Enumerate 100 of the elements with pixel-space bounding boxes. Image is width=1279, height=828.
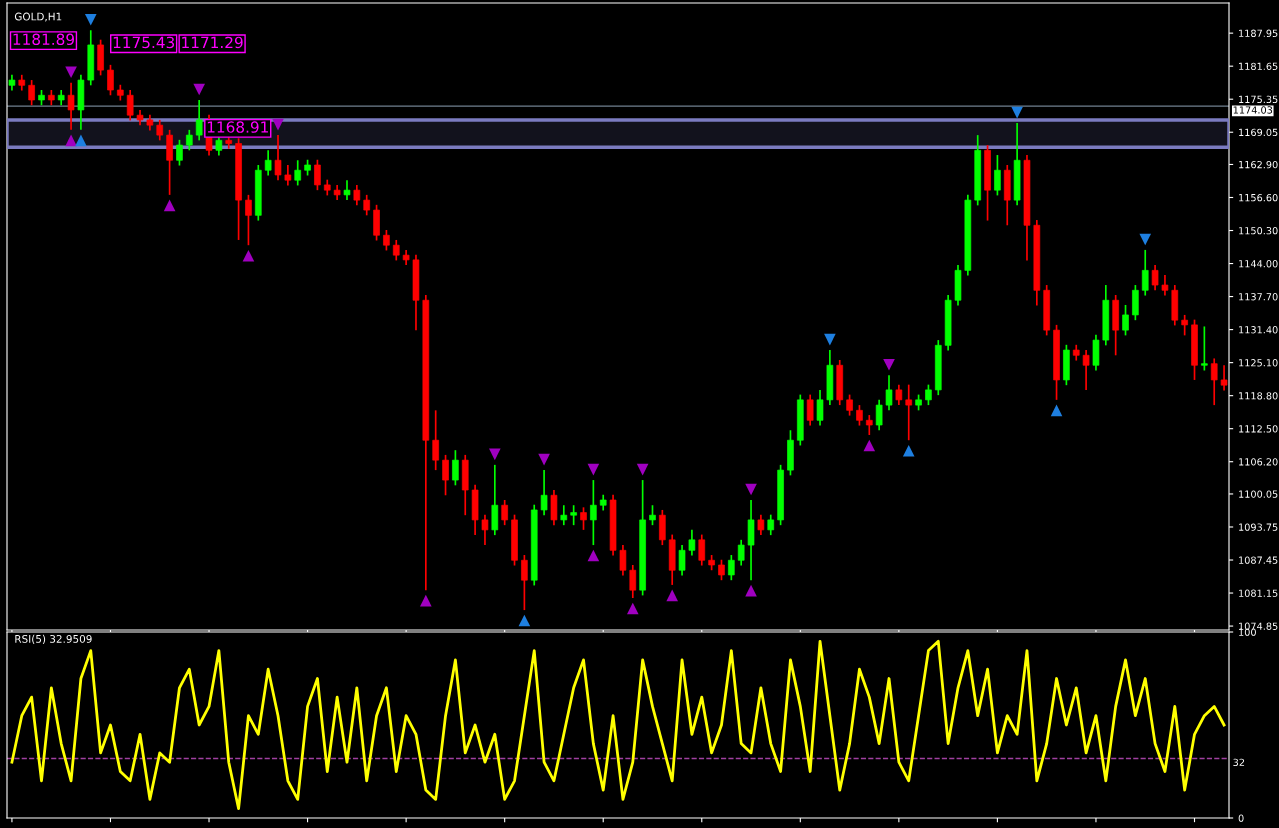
point bbox=[65, 134, 77, 147]
y-tick-label: 1156.60 bbox=[1239, 193, 1278, 202]
y-tick-label: 1131.40 bbox=[1239, 326, 1278, 334]
candlestick bbox=[590, 479, 597, 546]
candlestick bbox=[186, 129, 193, 152]
candlestick bbox=[67, 81, 75, 131]
y-tick-label: 1150.30 bbox=[1239, 227, 1278, 235]
candlestick bbox=[737, 538, 745, 567]
annotation: 1168.91 bbox=[207, 121, 268, 133]
candlestick bbox=[905, 383, 913, 442]
candlestick bbox=[698, 533, 706, 567]
candlestick bbox=[481, 513, 489, 546]
candlestick bbox=[1201, 325, 1208, 372]
point bbox=[824, 333, 836, 346]
candlestick bbox=[156, 119, 164, 142]
candlestick bbox=[452, 449, 459, 487]
y-tick-label: 1181.65 bbox=[1239, 62, 1278, 70]
ref-line-label: 1174.03 bbox=[1233, 106, 1273, 114]
point bbox=[489, 448, 501, 461]
y-tick-label: 1125.10 bbox=[1239, 359, 1278, 367]
y-tick-label: 1118.80 bbox=[1239, 392, 1278, 400]
y-tick-label: 1187.95 bbox=[1239, 29, 1278, 37]
point bbox=[883, 358, 895, 371]
y-tick-label: 100 bbox=[1239, 628, 1256, 636]
point bbox=[636, 463, 649, 476]
y-tick-label: 1112.50 bbox=[1239, 425, 1278, 433]
candlestick bbox=[107, 64, 114, 97]
chart-title: RSI(5) 32.9509 bbox=[15, 634, 92, 645]
y-tick-label: 1144.00 bbox=[1239, 260, 1278, 268]
candlestick bbox=[521, 554, 528, 611]
y-tick-label: 1137.70 bbox=[1239, 293, 1278, 301]
candlestick bbox=[1082, 349, 1090, 391]
annotation: 1175.43 bbox=[113, 36, 175, 49]
candlestick bbox=[895, 383, 903, 406]
candlestick bbox=[432, 409, 439, 471]
point bbox=[1139, 233, 1152, 246]
candlestick bbox=[28, 79, 35, 107]
annotation: 1181.89 bbox=[13, 33, 74, 46]
y-tick-label: 1087.45 bbox=[1239, 556, 1278, 564]
point bbox=[84, 13, 97, 26]
candlestick bbox=[294, 159, 302, 187]
point bbox=[163, 199, 176, 212]
ref-line-label: 32 bbox=[1233, 758, 1245, 767]
candlestick bbox=[757, 513, 765, 536]
y-tick-label: 1093.75 bbox=[1239, 523, 1278, 531]
candlestick bbox=[540, 469, 548, 517]
candlestick bbox=[383, 229, 390, 252]
candlestick bbox=[856, 404, 863, 427]
candlestick bbox=[925, 383, 932, 406]
candlestick bbox=[353, 184, 361, 207]
candlestick bbox=[875, 399, 883, 432]
point bbox=[626, 602, 639, 615]
candlestick bbox=[728, 554, 735, 582]
candlestick bbox=[1122, 304, 1129, 337]
candlestick bbox=[570, 504, 577, 526]
candlestick bbox=[560, 504, 568, 526]
candlestick bbox=[442, 454, 449, 497]
candlestick bbox=[1161, 274, 1169, 297]
y-tick-label: 1169.05 bbox=[1239, 128, 1278, 137]
candlestick bbox=[1151, 264, 1159, 292]
y-tick-label: 1106.20 bbox=[1239, 458, 1278, 466]
point bbox=[587, 463, 600, 476]
candlestick bbox=[816, 389, 824, 427]
point bbox=[587, 549, 600, 562]
candlestick bbox=[264, 149, 272, 177]
point bbox=[193, 83, 205, 96]
candlestick bbox=[126, 89, 134, 122]
y-tick-label: 0 bbox=[1238, 814, 1244, 822]
candlestick bbox=[363, 194, 371, 217]
candlestick bbox=[678, 544, 686, 577]
point bbox=[863, 439, 876, 452]
point bbox=[65, 66, 77, 79]
y-tick-label: 1175.35 bbox=[1239, 95, 1278, 104]
y-tick-label: 1162.90 bbox=[1239, 160, 1278, 169]
point bbox=[420, 594, 432, 607]
candlestick bbox=[767, 513, 775, 536]
point bbox=[75, 134, 87, 147]
candlestick bbox=[629, 564, 637, 599]
candlestick bbox=[274, 134, 282, 182]
candlestick bbox=[1210, 357, 1218, 406]
point bbox=[518, 614, 531, 627]
candlestick bbox=[619, 544, 627, 577]
point bbox=[242, 249, 255, 262]
point bbox=[902, 444, 915, 457]
text: GOLD,H1 bbox=[14, 12, 62, 22]
y-tick-label: 1074.85 bbox=[1239, 622, 1278, 630]
candlestick bbox=[284, 164, 292, 187]
candlestick bbox=[1181, 314, 1188, 337]
candlestick bbox=[195, 99, 203, 142]
candlestick bbox=[1141, 249, 1149, 297]
point bbox=[1011, 106, 1023, 119]
candlestick bbox=[846, 393, 853, 417]
candlestick bbox=[501, 499, 508, 526]
candlestick bbox=[718, 558, 725, 582]
annotation: 1171.29 bbox=[182, 36, 243, 49]
candlestick bbox=[245, 194, 252, 247]
point bbox=[1050, 404, 1063, 417]
candlestick bbox=[865, 414, 873, 436]
y-tick-label: 1100.05 bbox=[1239, 490, 1278, 498]
candlestick bbox=[688, 529, 696, 557]
